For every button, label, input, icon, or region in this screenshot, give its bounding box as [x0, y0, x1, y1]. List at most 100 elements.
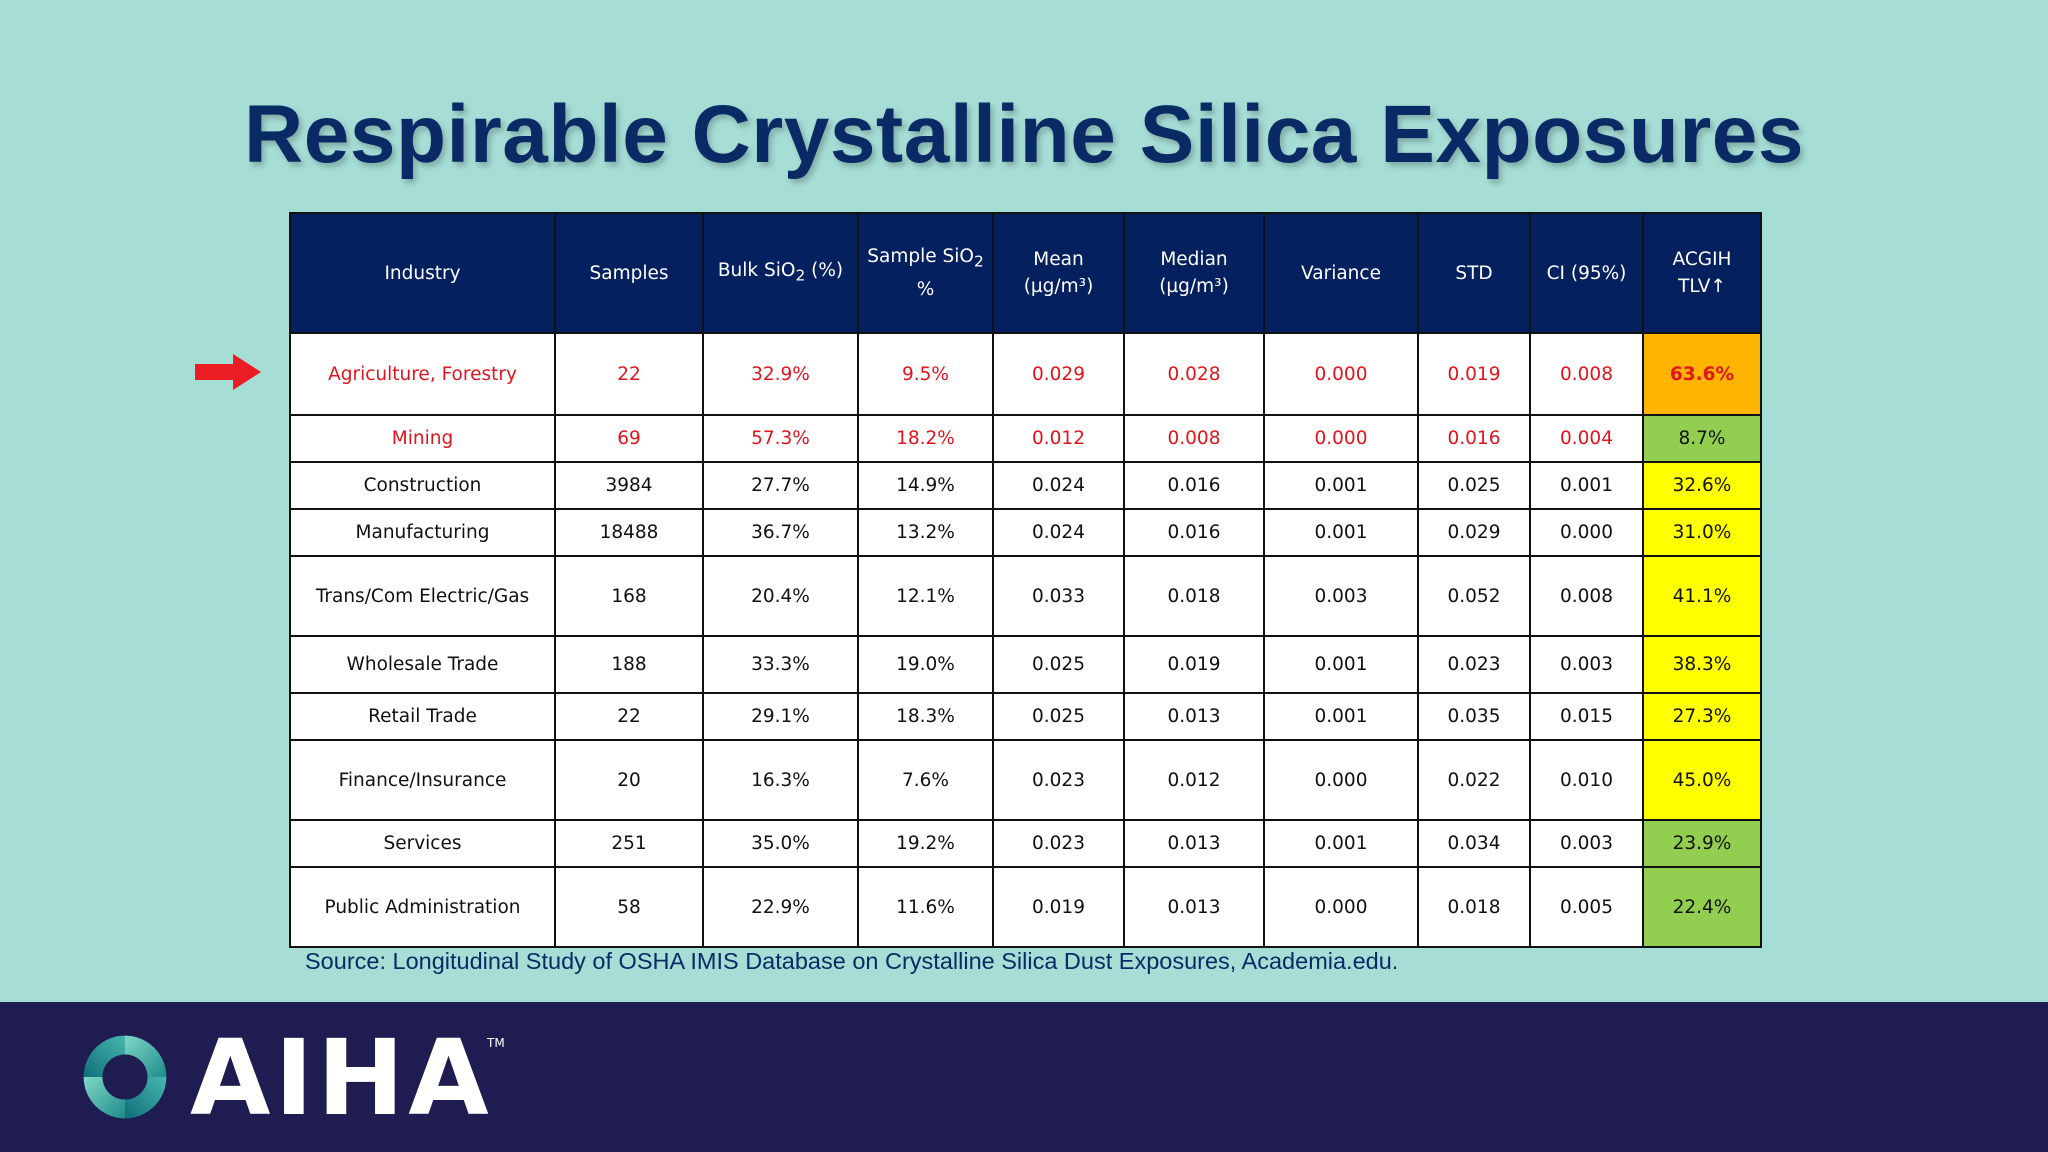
cell-ci: 0.008 — [1529, 332, 1644, 416]
cell-samples: 22 — [554, 332, 704, 416]
cell-bulk-sio2: 33.3% — [702, 635, 859, 694]
cell-sample-sio2: 19.0% — [857, 635, 994, 694]
cell-bulk-sio2: 36.7% — [702, 508, 859, 557]
table-row: Wholesale Trade 188 33.3% 19.0% 0.025 0.019 0.… — [289, 635, 1762, 694]
cell-samples: 3984 — [554, 461, 704, 510]
cell-variance: 0.001 — [1263, 819, 1419, 868]
cell-acgih-tlv: 32.6% — [1642, 461, 1762, 510]
cell-acgih-tlv: 27.3% — [1642, 692, 1762, 741]
source-citation: Source: Longitudinal Study of OSHA IMIS … — [305, 948, 1399, 974]
cell-median: 0.008 — [1123, 414, 1265, 463]
cell-industry: Construction — [289, 461, 556, 510]
cell-ci: 0.004 — [1529, 414, 1644, 463]
cell-mean: 0.019 — [992, 866, 1125, 948]
header-median-line1: Median — [1160, 249, 1228, 270]
table-row: Finance/Insurance 20 16.3% 7.6% 0.023 0.012 0.… — [289, 739, 1762, 821]
cell-industry: Manufacturing — [289, 508, 556, 557]
cell-samples: 58 — [554, 866, 704, 948]
header-bulk-sio2-post: (%) — [805, 259, 844, 281]
cell-ci: 0.000 — [1529, 508, 1644, 557]
cell-industry: Public Administration — [289, 866, 556, 948]
table-row: Agriculture, Forestry 22 32.9% 9.5% 0.029 0.0… — [289, 332, 1762, 416]
cell-industry: Mining — [289, 414, 556, 463]
cell-median: 0.016 — [1123, 508, 1265, 557]
header-median: Median (µg/m³) — [1123, 212, 1265, 334]
cell-variance: 0.000 — [1263, 414, 1419, 463]
cell-samples: 18488 — [554, 508, 704, 557]
cell-median: 0.013 — [1123, 692, 1265, 741]
cell-bulk-sio2: 16.3% — [702, 739, 859, 821]
table-row: Trans/Com Electric/Gas 168 20.4% 12.1% 0.033… — [289, 555, 1762, 637]
cell-median: 0.013 — [1123, 819, 1265, 868]
cell-std: 0.029 — [1417, 508, 1531, 557]
cell-bulk-sio2: 32.9% — [702, 332, 859, 416]
cell-std: 0.019 — [1417, 332, 1531, 416]
header-bulk-sio2-pre: Bulk SiO — [717, 259, 796, 281]
cell-bulk-sio2: 29.1% — [702, 692, 859, 741]
cell-variance: 0.003 — [1263, 555, 1419, 637]
cell-median: 0.018 — [1123, 555, 1265, 637]
cell-variance: 0.001 — [1263, 508, 1419, 557]
header-bulk-sio2-sub: 2 — [795, 266, 806, 285]
cell-acgih-tlv: 22.4% — [1642, 866, 1762, 948]
header-acgih-line1: ACGIH — [1672, 249, 1732, 270]
aiha-logo-text: AIHA — [190, 1017, 493, 1139]
cell-bulk-sio2: 35.0% — [702, 819, 859, 868]
cell-samples: 168 — [554, 555, 704, 637]
cell-mean: 0.024 — [992, 461, 1125, 510]
arrow-right-icon — [195, 354, 261, 390]
cell-bulk-sio2: 57.3% — [702, 414, 859, 463]
cell-sample-sio2: 14.9% — [857, 461, 994, 510]
slide-title: Respirable Crystalline Silica Exposures — [244, 89, 1804, 180]
cell-samples: 22 — [554, 692, 704, 741]
cell-median: 0.016 — [1123, 461, 1265, 510]
cell-ci: 0.001 — [1529, 461, 1644, 510]
cell-std: 0.052 — [1417, 555, 1531, 637]
header-mean-line1: Mean — [1033, 249, 1084, 270]
cell-std: 0.025 — [1417, 461, 1531, 510]
cell-ci: 0.005 — [1529, 866, 1644, 948]
cell-industry: Trans/Com Electric/Gas — [289, 555, 556, 637]
cell-acgih-tlv: 8.7% — [1642, 414, 1762, 463]
header-sample-sio2-pre: Sample SiO — [867, 246, 974, 268]
aiha-ring-logo-icon — [83, 1035, 167, 1119]
cell-median: 0.013 — [1123, 866, 1265, 948]
cell-samples: 188 — [554, 635, 704, 694]
cell-ci: 0.003 — [1529, 635, 1644, 694]
header-industry: Industry — [289, 212, 556, 334]
silica-exposure-table: Industry Samples Bulk SiO2 (%) Sample Si… — [289, 212, 1762, 948]
trademark-mark: TM — [487, 1036, 505, 1050]
header-sample-sio2-post: % — [916, 278, 935, 300]
cell-sample-sio2: 13.2% — [857, 508, 994, 557]
cell-samples: 251 — [554, 819, 704, 868]
table-row: Mining 69 57.3% 18.2% 0.012 0.008 0.000 0.016 0.… — [289, 414, 1762, 463]
cell-std: 0.034 — [1417, 819, 1531, 868]
cell-ci: 0.008 — [1529, 555, 1644, 637]
table-row: Public Administration 58 22.9% 11.6% 0.019 0.… — [289, 866, 1762, 948]
table-row: Services 251 35.0% 19.2% 0.023 0.013 0.001 0.03… — [289, 819, 1762, 868]
cell-mean: 0.025 — [992, 692, 1125, 741]
cell-acgih-tlv: 23.9% — [1642, 819, 1762, 868]
header-bulk-sio2: Bulk SiO2 (%) — [702, 212, 859, 334]
cell-acgih-tlv: 41.1% — [1642, 555, 1762, 637]
cell-mean: 0.024 — [992, 508, 1125, 557]
cell-mean: 0.023 — [992, 739, 1125, 821]
table-row: Manufacturing 18488 36.7% 13.2% 0.024 0.016 0.… — [289, 508, 1762, 557]
header-mean-line2: (µg/m³) — [1023, 276, 1094, 297]
header-samples: Samples — [554, 212, 704, 334]
header-ci: CI (95%) — [1529, 212, 1644, 334]
cell-mean: 0.029 — [992, 332, 1125, 416]
cell-ci: 0.003 — [1529, 819, 1644, 868]
cell-mean: 0.012 — [992, 414, 1125, 463]
cell-std: 0.022 — [1417, 739, 1531, 821]
cell-median: 0.012 — [1123, 739, 1265, 821]
cell-sample-sio2: 12.1% — [857, 555, 994, 637]
cell-sample-sio2: 7.6% — [857, 739, 994, 821]
cell-variance: 0.000 — [1263, 739, 1419, 821]
cell-variance: 0.001 — [1263, 461, 1419, 510]
cell-mean: 0.033 — [992, 555, 1125, 637]
header-sample-sio2-sub: 2 — [973, 252, 984, 271]
cell-sample-sio2: 9.5% — [857, 332, 994, 416]
cell-bulk-sio2: 27.7% — [702, 461, 859, 510]
footer-bar — [0, 1002, 2048, 1152]
